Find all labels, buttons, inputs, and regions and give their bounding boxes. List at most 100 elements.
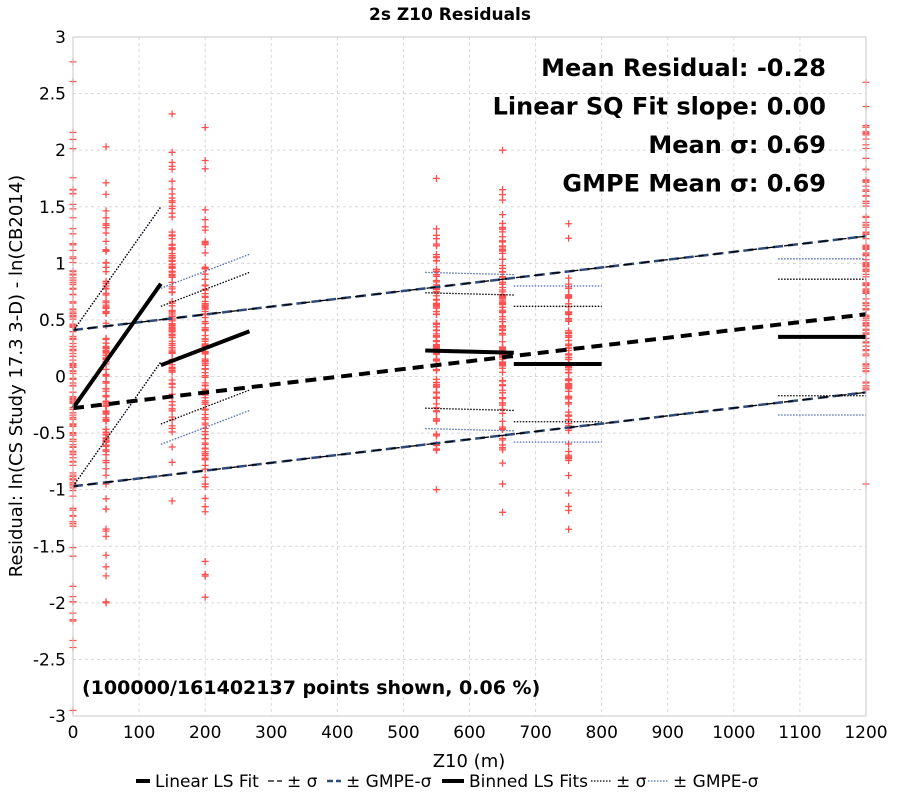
scatter-point [499, 423, 507, 431]
x-tick-label: 800 [585, 723, 617, 743]
scatter-point [201, 431, 209, 439]
scatter-point [565, 489, 573, 497]
scatter-point [201, 508, 209, 516]
scatter-point [168, 337, 176, 345]
scatter-point [201, 206, 209, 214]
binned-ls-fit [71, 282, 163, 410]
scatter-point [565, 525, 573, 533]
scatter-point [499, 338, 507, 346]
fit-lines [71, 206, 867, 488]
scatter-point [432, 257, 440, 265]
scatter-point [432, 268, 440, 276]
y-tick-label: 1.5 [39, 198, 66, 218]
scatter-point [168, 253, 176, 261]
binned-sigma-lower [72, 361, 162, 487]
scatter-point [565, 384, 573, 392]
scatter-point [565, 317, 573, 325]
scatter-point [102, 563, 110, 571]
scatter-point [499, 444, 507, 452]
x-tick-label: 1000 [712, 723, 755, 743]
binned-sigma-upper [160, 271, 250, 307]
scatter-point [499, 389, 507, 397]
scatter-point [499, 196, 507, 204]
scatter-point [102, 436, 110, 444]
scatter-point [102, 143, 110, 151]
linear-sigma-upper [72, 235, 867, 331]
scatter-point [102, 365, 110, 373]
scatter-point [499, 459, 507, 467]
binned-gmpe-upper [160, 253, 250, 289]
scatter-point [102, 392, 110, 400]
scatter-point [168, 270, 176, 278]
x-tick-label: 100 [123, 723, 155, 743]
linear-ls-fit [72, 312, 867, 411]
scatter-point [102, 451, 110, 459]
legend-label: ± σ [287, 772, 318, 792]
scatter-point [499, 294, 507, 302]
scatter-point [201, 397, 209, 405]
scatter-point [201, 249, 209, 257]
scatter-point [201, 473, 209, 481]
scatter-point [201, 361, 209, 369]
x-tick-label: 900 [652, 723, 684, 743]
scatter-point [432, 320, 440, 328]
scatter-point [168, 497, 176, 505]
scatter-point [168, 405, 176, 413]
scatter-point [102, 572, 110, 580]
scatter-point [168, 307, 176, 315]
scatter-point [168, 366, 176, 374]
scatter-point [201, 226, 209, 234]
scatter-point [102, 221, 110, 229]
scatter-point [102, 551, 110, 559]
scatter-point [499, 436, 507, 444]
legend-label: ± GMPE-σ [673, 772, 759, 792]
x-tick-label: 500 [387, 723, 419, 743]
scatter-point [565, 471, 573, 479]
scatter-point [168, 343, 176, 351]
scatter-point [102, 259, 110, 267]
y-tick-label: -3 [49, 707, 66, 727]
scatter-point [168, 320, 176, 328]
plot-area-border [72, 36, 867, 717]
scatter-point [432, 430, 440, 438]
y-tick-label: -1 [49, 481, 66, 501]
scatter-point [432, 308, 440, 316]
scatter-point [499, 211, 507, 219]
stat-annotation: Linear SQ Fit slope: 0.00 [493, 93, 826, 121]
scatter-point [565, 412, 573, 420]
scatter-point [168, 228, 176, 236]
y-axis-label: Residual: ln(CS Study 17.3 3-D) - ln(CB2… [6, 175, 27, 577]
points-shown-note: (100000/161402137 points shown, 0.06 %) [82, 677, 540, 699]
scatter-point [102, 417, 110, 425]
scatter-point [201, 157, 209, 165]
y-tick-label: 1 [55, 254, 66, 274]
scatter-point [201, 281, 209, 289]
scatter-point [168, 177, 176, 185]
scatter-point [565, 220, 573, 228]
scatter-point [102, 268, 110, 276]
scatter-point [565, 333, 573, 341]
scatter-point [102, 505, 110, 513]
scatter-point [432, 446, 440, 454]
scatter-point [565, 393, 573, 401]
scatter-point [499, 283, 507, 291]
scatter-point [168, 428, 176, 436]
x-tick-label: 1100 [778, 723, 821, 743]
scatter-point [565, 400, 573, 408]
scatter-point [102, 495, 110, 503]
scatter-point [102, 465, 110, 473]
y-tick-label: -2.5 [33, 650, 66, 670]
scatter-point [102, 425, 110, 433]
scatter-point [168, 148, 176, 156]
y-tick-labels: -3 -2.5 -2 -1.5 -1 -0.5 0 0.5 1 1.5 2 2.5 3 [33, 28, 66, 727]
scatter-point [102, 246, 110, 254]
legend-label: Linear LS Fit [155, 772, 259, 792]
scatter-point [168, 380, 176, 388]
scatter-point [102, 237, 110, 245]
scatter-point [168, 162, 176, 170]
scatter-point [102, 384, 110, 392]
scatter-point [102, 285, 110, 293]
scatter-point [432, 415, 440, 423]
scatter-point [499, 146, 507, 154]
